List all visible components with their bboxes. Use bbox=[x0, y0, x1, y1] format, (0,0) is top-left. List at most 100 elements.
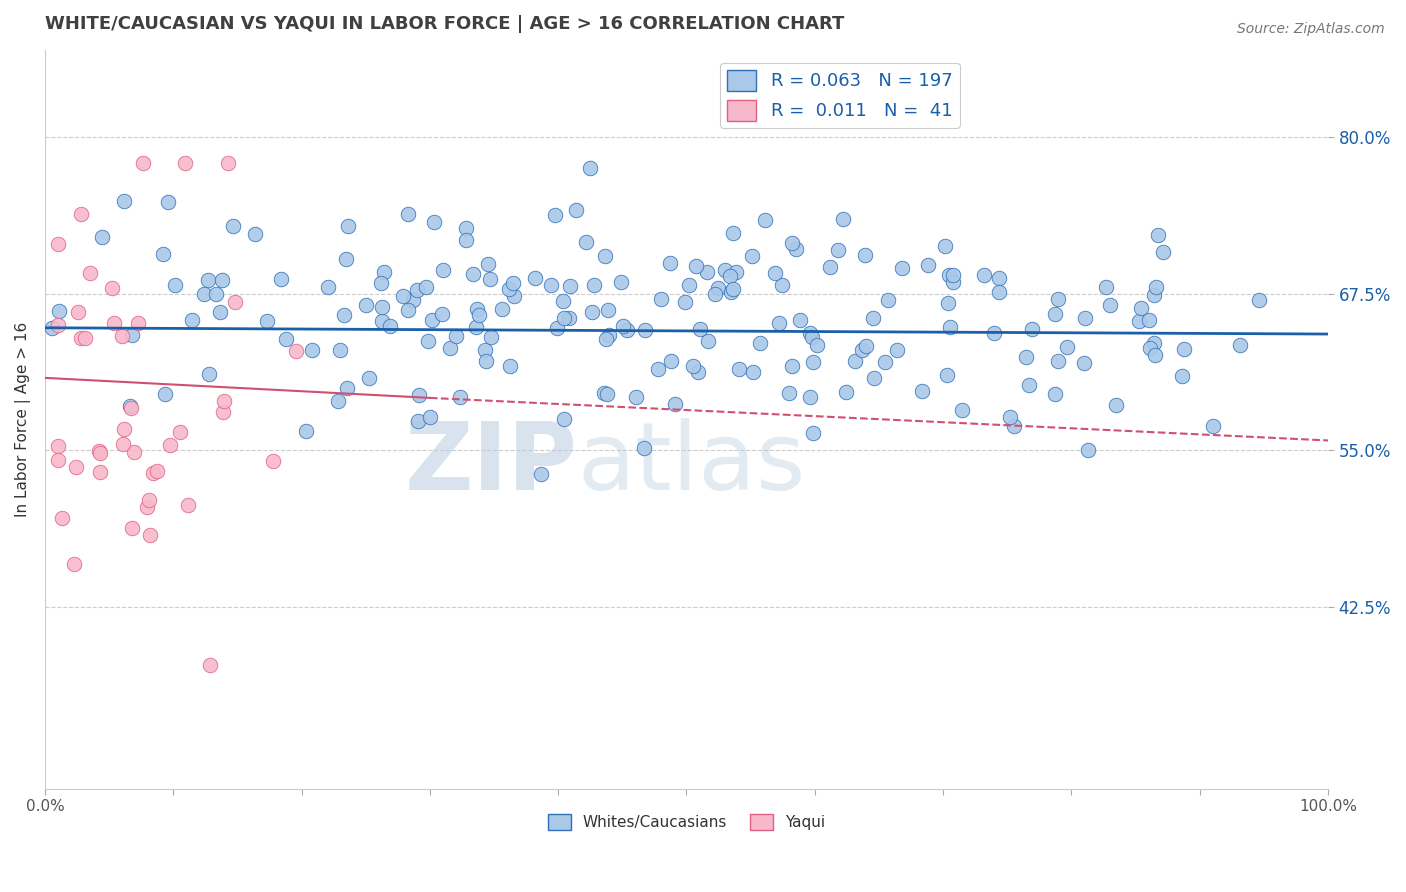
Point bbox=[173, 155, 195, 169]
Point bbox=[1229, 337, 1251, 351]
Point bbox=[222, 219, 245, 233]
Point bbox=[468, 308, 491, 322]
Point bbox=[1146, 280, 1168, 294]
Point bbox=[1074, 310, 1097, 325]
Point bbox=[581, 304, 603, 318]
Point bbox=[138, 492, 160, 507]
Point bbox=[875, 354, 897, 368]
Point bbox=[474, 353, 496, 368]
Point bbox=[707, 281, 730, 295]
Point bbox=[65, 459, 87, 474]
Point bbox=[785, 243, 807, 257]
Point bbox=[983, 326, 1005, 340]
Point bbox=[754, 212, 776, 227]
Point bbox=[685, 259, 707, 273]
Point bbox=[1043, 387, 1066, 401]
Text: ZIP: ZIP bbox=[405, 417, 578, 509]
Point bbox=[718, 269, 741, 284]
Point bbox=[1247, 293, 1270, 307]
Point bbox=[406, 414, 429, 428]
Point bbox=[934, 239, 956, 253]
Point bbox=[626, 390, 648, 404]
Point bbox=[112, 422, 135, 436]
Point bbox=[477, 257, 499, 271]
Point bbox=[891, 261, 914, 276]
Point bbox=[609, 276, 631, 290]
Point bbox=[558, 310, 581, 325]
Point bbox=[181, 313, 204, 327]
Point bbox=[1137, 312, 1160, 326]
Point bbox=[454, 233, 477, 247]
Point bbox=[193, 286, 215, 301]
Point bbox=[73, 331, 96, 345]
Point bbox=[120, 401, 142, 416]
Point bbox=[598, 328, 620, 343]
Point bbox=[832, 212, 855, 227]
Point bbox=[121, 327, 143, 342]
Point bbox=[593, 385, 616, 400]
Point bbox=[103, 316, 125, 330]
Point bbox=[333, 308, 356, 322]
Point bbox=[328, 394, 350, 409]
Point bbox=[373, 265, 395, 279]
Point bbox=[70, 331, 93, 345]
Point bbox=[1201, 418, 1223, 433]
Point bbox=[142, 467, 165, 481]
Point bbox=[987, 285, 1010, 299]
Point bbox=[876, 293, 898, 307]
Point bbox=[392, 289, 415, 303]
Point bbox=[197, 272, 219, 286]
Point bbox=[780, 359, 803, 373]
Point bbox=[90, 230, 112, 244]
Point bbox=[408, 388, 430, 402]
Point bbox=[79, 266, 101, 280]
Legend: Whites/Caucasians, Yaqui: Whites/Caucasians, Yaqui bbox=[541, 808, 831, 837]
Point bbox=[449, 390, 471, 404]
Point bbox=[135, 500, 157, 514]
Point bbox=[491, 301, 513, 316]
Point bbox=[205, 287, 228, 301]
Point bbox=[938, 268, 960, 283]
Point bbox=[371, 314, 394, 328]
Point bbox=[1173, 342, 1195, 356]
Point bbox=[100, 281, 122, 295]
Point bbox=[46, 452, 69, 467]
Point bbox=[659, 354, 682, 368]
Point bbox=[741, 249, 763, 263]
Point bbox=[1142, 287, 1164, 301]
Point bbox=[725, 265, 748, 279]
Point bbox=[659, 256, 682, 270]
Point bbox=[553, 412, 575, 426]
Point bbox=[301, 343, 323, 357]
Point bbox=[801, 425, 824, 440]
Point bbox=[479, 330, 502, 344]
Point bbox=[800, 330, 823, 344]
Point bbox=[682, 359, 704, 374]
Point bbox=[146, 464, 169, 478]
Point bbox=[863, 371, 886, 385]
Point bbox=[156, 195, 179, 210]
Point bbox=[159, 438, 181, 452]
Point bbox=[1073, 356, 1095, 370]
Point bbox=[498, 359, 520, 373]
Point bbox=[63, 557, 86, 571]
Point bbox=[546, 320, 568, 334]
Point bbox=[316, 280, 339, 294]
Point bbox=[827, 244, 849, 258]
Point bbox=[721, 226, 744, 240]
Point bbox=[41, 321, 63, 335]
Point bbox=[1171, 369, 1194, 384]
Point bbox=[1018, 377, 1040, 392]
Point bbox=[1043, 307, 1066, 321]
Point bbox=[212, 404, 235, 418]
Point bbox=[633, 442, 655, 456]
Point bbox=[780, 235, 803, 250]
Point bbox=[357, 371, 380, 385]
Point bbox=[354, 298, 377, 312]
Point bbox=[329, 343, 352, 358]
Point bbox=[371, 300, 394, 314]
Text: Source: ZipAtlas.com: Source: ZipAtlas.com bbox=[1237, 22, 1385, 37]
Point bbox=[862, 310, 884, 325]
Point bbox=[256, 314, 278, 328]
Point bbox=[1099, 298, 1122, 312]
